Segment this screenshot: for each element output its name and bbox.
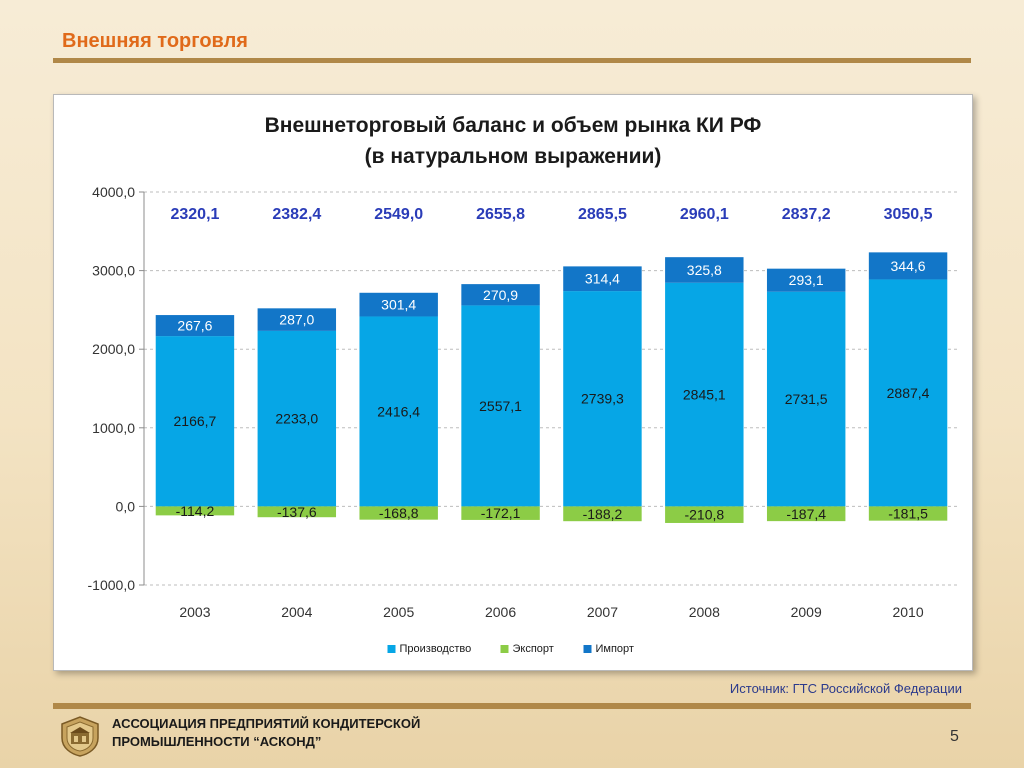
data-label-production: 2416,4 [377, 403, 420, 419]
top-divider [53, 58, 971, 63]
legend-swatch-export [500, 645, 509, 653]
y-axis: 4000,0 3000,0 2000,0 1000,0 0,0 -1000,0 [88, 184, 145, 593]
slide-title: Внешняя торговля [62, 30, 248, 52]
x-tick-label: 2009 [791, 604, 822, 620]
bar-production [257, 330, 337, 507]
data-label-production: 2845,1 [683, 387, 726, 403]
legend-label-export: Экспорт [513, 643, 554, 655]
data-label-total: 2549,0 [374, 206, 423, 223]
legend-swatch-import [583, 645, 592, 653]
bar-import [868, 252, 948, 280]
bar-production [359, 316, 438, 507]
x-tick-label: 2006 [485, 604, 516, 620]
source-note: Источник: ГТС Российской Федерации [729, 681, 962, 696]
stacked-bar-chart: Внешнеторговый баланс и объем рынка КИ Р… [88, 114, 959, 655]
bottom-divider [53, 703, 971, 709]
data-label-production: 2731,5 [785, 391, 828, 407]
bar-import [155, 315, 235, 337]
data-label-import: 270,9 [483, 287, 518, 303]
organization-name-line-1: АССОЦИАЦИЯ ПРЕДПРИЯТИЙ КОНДИТЕРСКОЙ [112, 716, 421, 731]
data-label-total: 2865,5 [578, 206, 627, 223]
bar-production [665, 282, 744, 507]
data-label-import: 293,1 [789, 272, 824, 288]
y-tick-label: 3000,0 [92, 263, 135, 279]
data-label-import: 267,6 [177, 318, 212, 334]
bar-import [665, 257, 744, 283]
bar-production [563, 291, 642, 507]
bar-export [868, 506, 948, 521]
x-tick-label: 2008 [689, 604, 720, 620]
data-label-import: 325,8 [687, 262, 722, 278]
data-label-total: 2655,8 [476, 206, 525, 223]
bar-import [563, 266, 642, 292]
bars [155, 252, 948, 523]
organization-name-line-2: ПРОМЫШЛЕННОСТИ “АСКОНД” [112, 734, 322, 749]
bar-export [155, 506, 235, 516]
data-label-import: 287,0 [279, 312, 314, 328]
legend: Производство Экспорт Импорт [387, 643, 634, 655]
bar-import [766, 268, 846, 292]
data-label-import: 314,4 [585, 271, 620, 287]
bar-production [868, 279, 948, 507]
data-label-export: -168,8 [379, 505, 419, 521]
x-tick-label: 2004 [281, 604, 312, 620]
data-label-production: 2557,1 [479, 398, 522, 414]
data-label-total: 2837,2 [782, 206, 831, 223]
bar-export [563, 506, 642, 522]
data-label-total: 3050,5 [884, 206, 933, 223]
bar-production [766, 291, 846, 507]
y-tick-label: 4000,0 [92, 184, 135, 200]
data-label-production: 2233,0 [275, 411, 318, 427]
data-label-production: 2739,3 [581, 391, 624, 407]
bar-export [665, 506, 744, 523]
y-tick-label: -1000,0 [88, 577, 136, 593]
organization-name: АССОЦИАЦИЯ ПРЕДПРИЯТИЙ КОНДИТЕРСКОЙ ПРОМ… [112, 715, 420, 751]
bar-production [155, 336, 235, 507]
chart-subtitle: (в натуральном выражении) [365, 145, 662, 168]
data-label-production: 2887,4 [887, 385, 930, 401]
data-label-export: -210,8 [684, 507, 724, 523]
legend-label-production: Производство [400, 643, 472, 655]
data-label-import: 301,4 [381, 297, 416, 313]
data-label-import: 344,6 [891, 258, 926, 274]
x-tick-label: 2005 [383, 604, 414, 620]
data-label-total: 2960,1 [680, 206, 729, 223]
bar-import [257, 308, 337, 331]
bar-export [461, 506, 540, 520]
askond-logo-icon [61, 716, 99, 757]
data-label-export: -187,4 [786, 506, 826, 522]
x-tick-label: 2007 [587, 604, 618, 620]
data-label-export: -172,1 [481, 505, 521, 521]
data-label-export: -181,5 [888, 506, 928, 522]
data-label-export: -137,6 [277, 504, 317, 520]
bar-export [257, 506, 337, 518]
bar-import [359, 292, 438, 317]
bar-import [461, 284, 540, 306]
page-number: 5 [950, 728, 959, 745]
bar-export [359, 506, 438, 520]
data-label-export: -114,2 [176, 503, 215, 519]
y-tick-label: 1000,0 [92, 420, 135, 436]
x-tick-label: 2003 [179, 604, 210, 620]
legend-label-import: Импорт [596, 643, 634, 655]
chart-title: Внешнеторговый баланс и объем рынка КИ Р… [265, 114, 762, 137]
data-label-total: 2320,1 [170, 206, 219, 223]
data-label-production: 2166,7 [174, 413, 217, 429]
data-label-total: 2382,4 [272, 206, 321, 223]
y-tick-label: 0,0 [116, 498, 136, 514]
x-tick-label: 2010 [892, 604, 923, 620]
bar-production [461, 305, 540, 507]
chart-panel: Внешнеторговый баланс и объем рынка КИ Р… [53, 94, 973, 671]
legend-swatch-production [387, 645, 396, 653]
bar-export [766, 506, 846, 522]
data-labels: 2166,7 267,6 -114,2 2320,1 2003 2233,0 287,0 -1… [170, 206, 932, 620]
y-tick-label: 2000,0 [92, 341, 135, 357]
data-label-export: -188,2 [583, 506, 623, 522]
